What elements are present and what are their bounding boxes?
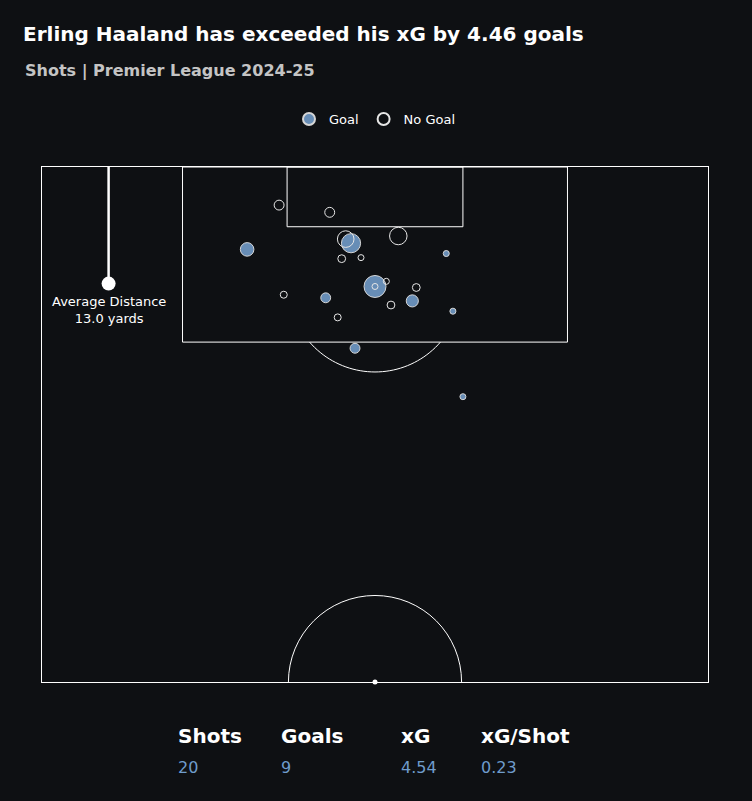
svg-text:Goals: Goals bbox=[281, 724, 343, 748]
svg-text:9: 9 bbox=[281, 758, 291, 777]
svg-text:Shots | Premier League 2024-25: Shots | Premier League 2024-25 bbox=[25, 61, 315, 81]
svg-text:Average Distance13.0 yards: Average Distance13.0 yards bbox=[52, 294, 166, 326]
svg-text:4.54: 4.54 bbox=[401, 758, 437, 777]
svg-text:0.23: 0.23 bbox=[481, 758, 517, 777]
svg-text:No Goal: No Goal bbox=[404, 112, 455, 127]
svg-text:Goal: Goal bbox=[329, 112, 359, 127]
svg-text:Shots: Shots bbox=[178, 724, 242, 748]
svg-text:20: 20 bbox=[178, 758, 198, 777]
svg-text:xG: xG bbox=[401, 724, 430, 748]
svg-text:Erling Haaland has exceeded hi: Erling Haaland has exceeded his xG by 4.… bbox=[23, 22, 584, 46]
svg-text:xG/Shot: xG/Shot bbox=[481, 724, 570, 748]
